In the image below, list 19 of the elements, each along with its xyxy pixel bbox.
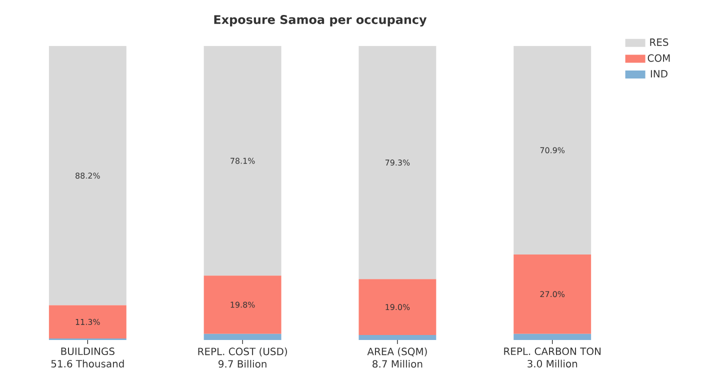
legend-label: COM (648, 54, 670, 62)
legend-label: IND (650, 70, 668, 78)
bar (204, 334, 282, 340)
chart-title: Exposure Samoa per occupancy (214, 15, 427, 26)
x-tick-label: AREA (SQM) 8.7 Million (367, 348, 427, 368)
bar (48, 305, 126, 339)
bar (48, 46, 126, 306)
x-tick-label: BUILDINGS 51.6 Thousand (51, 348, 124, 368)
bar (358, 46, 436, 280)
x-tick-label: REPL. COST (USD) 9.7 Billion (198, 348, 287, 368)
bar (358, 335, 436, 340)
bar (514, 46, 592, 254)
x-tick-label: REPL. CARBON TON 3.0 Million (504, 348, 601, 368)
bar (514, 334, 592, 340)
bar (204, 276, 282, 334)
bar (204, 46, 282, 276)
bar (514, 254, 592, 334)
bar (358, 279, 436, 336)
legend-label: RES (650, 38, 668, 46)
